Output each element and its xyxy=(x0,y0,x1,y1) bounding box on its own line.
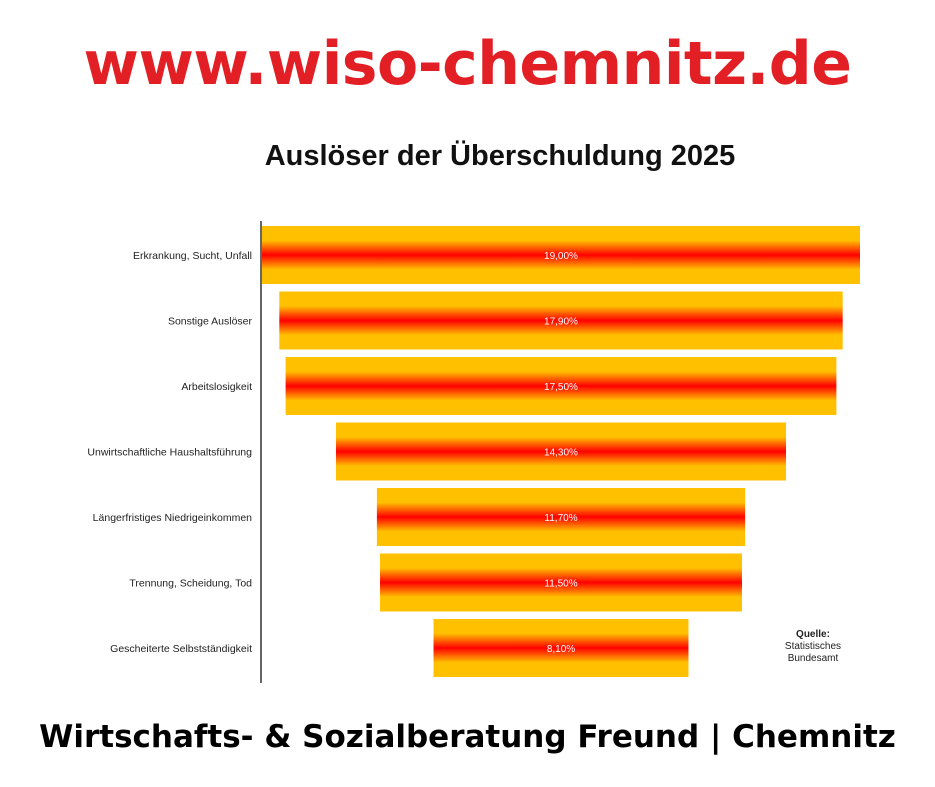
bar-value-label: 19,00% xyxy=(544,251,578,262)
category-label: Sonstige Auslöser xyxy=(168,316,253,328)
category-label: Trennung, Scheidung, Tod xyxy=(129,578,252,590)
funnel-bar xyxy=(285,357,837,415)
funnel-bar xyxy=(335,422,787,481)
bar-value-label: 17,90% xyxy=(544,317,578,328)
bar-value-label: 11,70% xyxy=(544,513,577,524)
funnel-bar xyxy=(262,226,860,284)
funnel-bar xyxy=(380,553,742,612)
funnel-bar xyxy=(433,619,689,677)
category-label: Gescheiterte Selbstständigkeit xyxy=(110,643,252,655)
category-label: Arbeitslosigkeit xyxy=(181,381,252,393)
bar-value-label: 14,30% xyxy=(544,448,578,459)
chart-title: Auslöser der Überschuldung 2025 xyxy=(264,140,736,172)
funnel-bar xyxy=(279,291,843,350)
site-url-logo: www.wiso-chemnitz.de xyxy=(83,29,852,99)
category-label: Erkrankung, Sucht, Unfall xyxy=(133,250,252,262)
bar-value-label: 11,50% xyxy=(544,579,577,590)
footer-text: Wirtschafts- & Sozialberatung Freund | C… xyxy=(39,719,896,755)
bar-value-label: 17,50% xyxy=(544,382,578,393)
category-label: Unwirtschaftliche Haushaltsführung xyxy=(87,447,252,459)
funnel-bar xyxy=(376,488,746,546)
bar-value-label: 8,10% xyxy=(547,644,575,655)
source-title: Quelle: xyxy=(796,629,830,640)
category-label: Längerfristiges Niedrigeinkommen xyxy=(93,512,252,524)
source-text: Statistisches Bundesamt xyxy=(784,641,842,664)
source-note: Quelle: Statistisches Bundesamt xyxy=(748,629,878,665)
